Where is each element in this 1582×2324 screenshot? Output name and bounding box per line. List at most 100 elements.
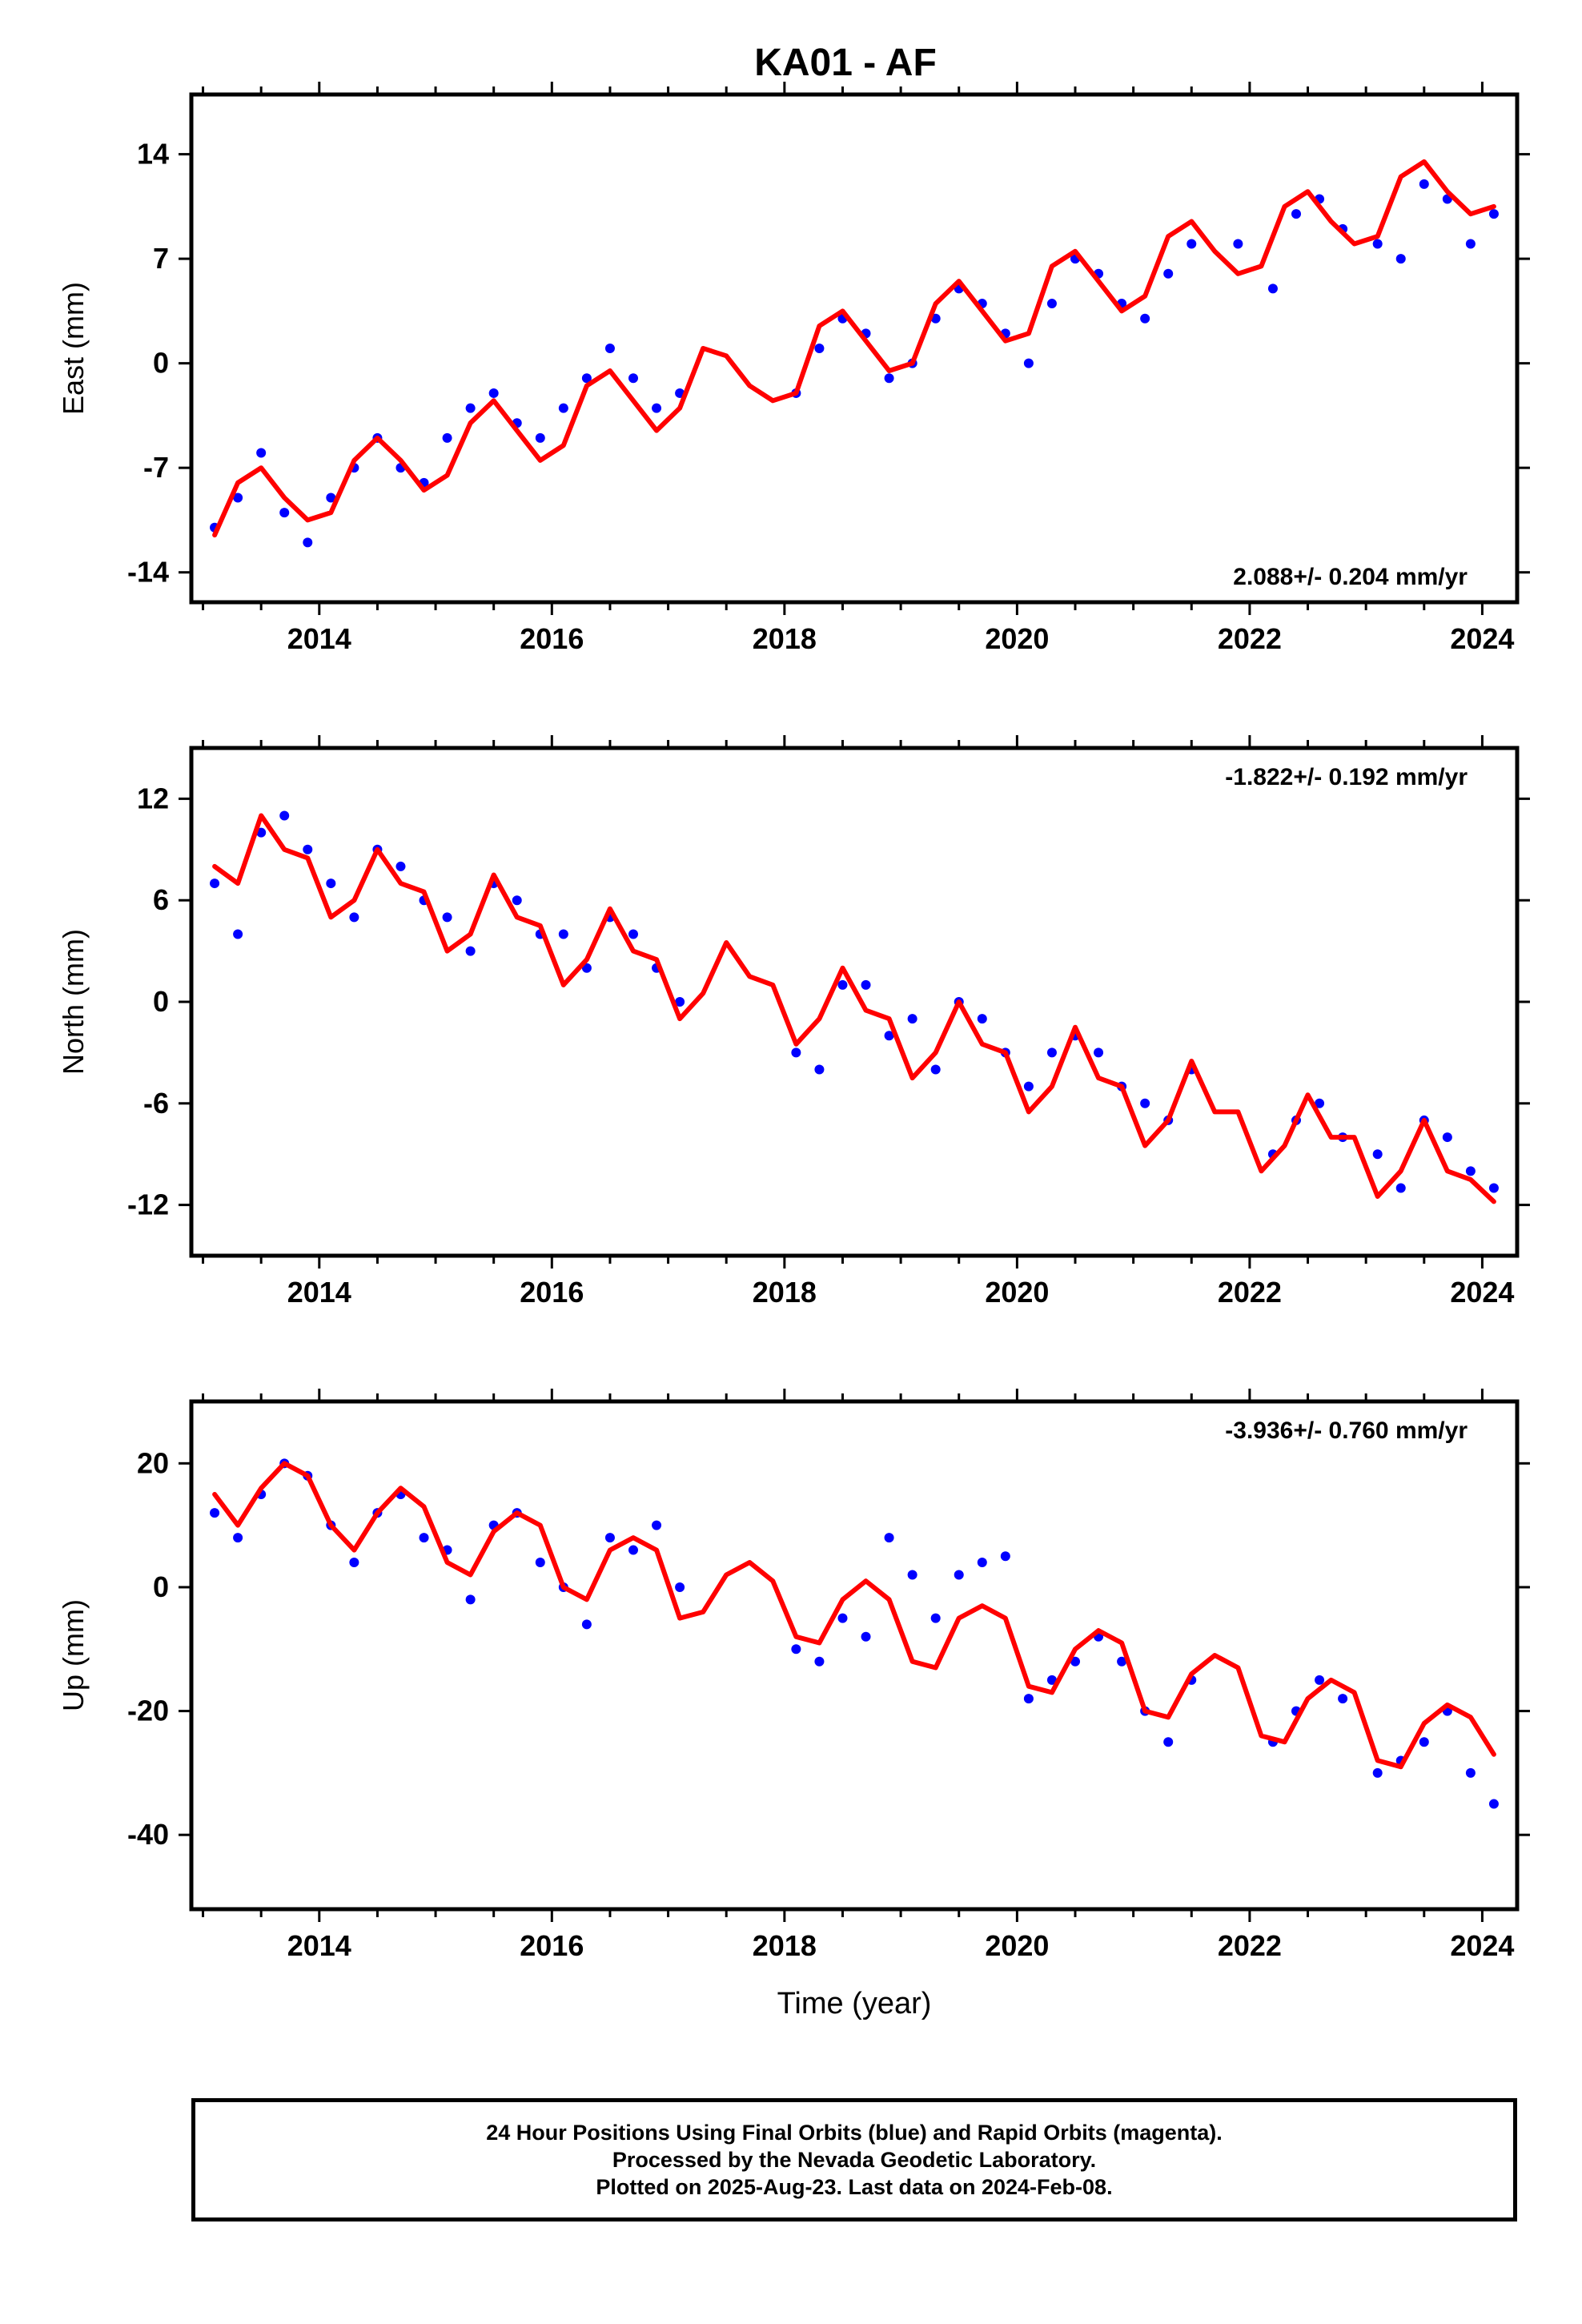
data-point [1186, 239, 1197, 249]
panel-up: 2014 2016 2018 2020 2022 2024 -40 -20 0 20 Up (mm)… [57, 1389, 1530, 2020]
model-fit-line [212, 813, 1496, 1204]
data-point [791, 1047, 801, 1058]
data-point [1023, 1694, 1034, 1704]
data-point [977, 1558, 987, 1568]
data-point [884, 373, 894, 384]
x-tick-label: 2014 [287, 1276, 351, 1309]
y-tick-label: 12 [137, 782, 169, 814]
data-point [233, 929, 243, 939]
rate-label: -3.936+/- 0.760 mm/yr [1225, 1417, 1468, 1444]
data-point [326, 879, 336, 889]
plot-frame [189, 92, 1520, 605]
chart-title: KA01 - AF [754, 42, 937, 84]
data-point [930, 1613, 941, 1623]
data-point [628, 373, 638, 384]
rate-label: 2.088+/- 0.204 mm/yr [1233, 564, 1468, 590]
x-tick-label: 2014 [287, 622, 351, 655]
data-point [1488, 209, 1499, 219]
data-point [581, 373, 592, 384]
data-point [837, 1613, 848, 1623]
y-tick-label: 6 [153, 883, 169, 916]
data-point [907, 1014, 917, 1024]
data-point [814, 344, 825, 353]
data-point [884, 1533, 894, 1543]
x-tick-label: 2022 [1218, 1929, 1282, 1962]
data-point [581, 1619, 592, 1630]
model-fit-line [212, 1461, 1496, 1770]
y-tick-label: 0 [153, 985, 169, 1018]
data-point [256, 448, 267, 458]
x-tick-label: 2016 [520, 1929, 584, 1962]
x-tick-label: 2016 [520, 1276, 584, 1309]
data-point [1000, 1551, 1010, 1562]
data-point [1023, 1081, 1034, 1092]
footer-line-plotted: Plotted on 2025-Aug-23. Last data on 202… [596, 2175, 1113, 2199]
footer-line-processed: Processed by the Nevada Geodetic Laborat… [612, 2148, 1097, 2172]
data-point [558, 403, 568, 413]
data-point [1488, 1183, 1499, 1193]
y-tick-label: 14 [137, 138, 169, 171]
y-tick-label: -14 [127, 556, 169, 589]
data-point [349, 1558, 359, 1568]
data-point [1419, 1737, 1429, 1747]
data-point [1094, 1047, 1104, 1058]
data-point [1465, 239, 1476, 249]
data-point [628, 929, 638, 939]
data-point [861, 1631, 871, 1642]
data-point [1046, 1047, 1057, 1058]
data-point [1117, 1656, 1127, 1667]
data-point [652, 1520, 662, 1530]
x-tick-label: 2016 [520, 622, 584, 655]
data-point [535, 1558, 545, 1568]
data-point [1046, 299, 1057, 309]
data-point [326, 493, 336, 503]
data-point [512, 895, 522, 906]
data-point [535, 432, 545, 443]
data-point [1372, 1767, 1383, 1778]
data-point [1395, 254, 1406, 264]
x-axis-label: Time (year) [777, 1987, 932, 2020]
data-point [1395, 1183, 1406, 1193]
data-point [233, 493, 243, 503]
data-point [279, 508, 290, 518]
data-point [837, 979, 848, 990]
x-tick-label: 2024 [1450, 1276, 1514, 1309]
y-axis-label: North (mm) [57, 929, 90, 1075]
y-tick-label: 0 [153, 1570, 169, 1603]
panel-north: 2014 2016 2018 2020 2022 2024 -12 -6 0 6 12 North (… [57, 735, 1530, 1309]
data-point [1046, 1675, 1057, 1685]
data-point [465, 946, 476, 956]
footer-info-box: 24 Hour Positions Using Final Orbits (bl… [191, 2098, 1517, 2221]
data-point [419, 1533, 429, 1543]
y-tick-label: -40 [127, 1818, 169, 1851]
data-point [1465, 1166, 1476, 1176]
data-point [628, 1545, 638, 1555]
y-axis-label: East (mm) [57, 282, 90, 415]
data-point [1233, 239, 1243, 249]
data-point [1338, 1694, 1348, 1704]
data-point [303, 537, 313, 548]
y-tick-label: 20 [137, 1446, 169, 1479]
data-point [1372, 1149, 1383, 1160]
data-point [814, 1656, 825, 1667]
data-point [279, 810, 290, 821]
x-tick-label: 2014 [287, 1929, 351, 1962]
data-point [465, 1594, 476, 1605]
data-point [303, 844, 313, 854]
data-point [1372, 239, 1383, 249]
data-point [442, 432, 452, 443]
plot-frame [189, 1399, 1520, 1912]
data-point [1291, 209, 1301, 219]
data-point [930, 1064, 941, 1075]
x-tick-label: 2020 [985, 622, 1049, 655]
data-point [1140, 313, 1150, 324]
model-fit-line [212, 159, 1496, 538]
x-tick-label: 2020 [985, 1929, 1049, 1962]
x-tick-label: 2024 [1450, 622, 1514, 655]
data-layer [210, 1458, 1499, 1809]
data-point [210, 1508, 220, 1518]
data-point [675, 1582, 685, 1592]
x-tick-label: 2018 [753, 1929, 817, 1962]
data-layer [210, 810, 1499, 1204]
